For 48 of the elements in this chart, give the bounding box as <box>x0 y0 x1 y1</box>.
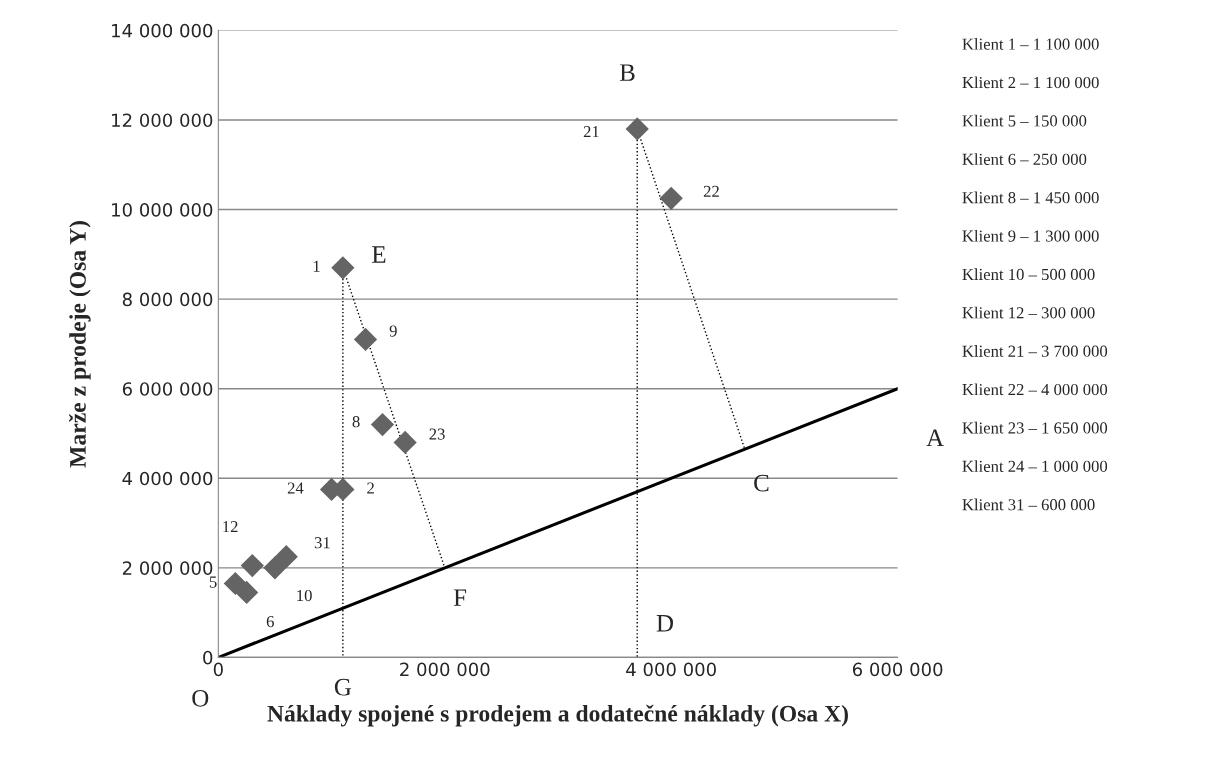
annotation: F <box>453 589 467 606</box>
x-tick-label: 6 000 000 <box>852 662 943 677</box>
text: Klient 2 – 1 100 000 <box>962 76 1099 89</box>
annotation: C <box>754 474 769 492</box>
y-axis-title: Marže z prodeje (Osa Y) <box>68 221 91 468</box>
annotation: E <box>372 246 386 263</box>
annotation: 9 <box>389 325 397 337</box>
annotation: 2 <box>367 482 374 494</box>
y-tick-label: 2 000 000 <box>122 561 213 575</box>
annotation: 23 <box>429 428 445 440</box>
annotation: 10 <box>297 589 312 602</box>
annotation: A <box>926 429 944 447</box>
annotation: B <box>619 64 635 81</box>
text: Klient 5 – 150 000 <box>962 114 1087 127</box>
x-tick-label: 0 <box>213 662 223 677</box>
text: Klient 10 – 500 000 <box>962 268 1095 281</box>
annotation: 21 <box>583 126 599 138</box>
x-axis-title: Náklady spojené s prodejem a dodatečné náklady (Osa X) <box>267 704 848 727</box>
y-tick-label: 14 000 000 <box>112 23 213 38</box>
text: Klient 23 – 1 650 000 <box>962 421 1108 434</box>
y-tick-label: 10 000 000 <box>112 203 213 217</box>
text: Klient 9 – 1 300 000 <box>962 229 1099 242</box>
annotation: 5 <box>209 576 217 588</box>
annotation: 12 <box>223 521 238 533</box>
annotation: 22 <box>703 185 719 197</box>
text: Klient 24 – 1 000 000 <box>962 460 1108 472</box>
text: Klient 12 – 300 000 <box>962 306 1095 319</box>
text: Klient 22 – 4 000 000 <box>962 383 1108 396</box>
annotation: 31 <box>314 537 330 549</box>
y-tick-label: 8 000 000 <box>122 292 213 307</box>
annotation: 24 <box>287 482 304 494</box>
y-tick-label: 12 000 000 <box>112 113 213 128</box>
text: Klient 8 – 1 450 000 <box>962 191 1099 204</box>
y-tick-label: 6 000 000 <box>122 382 213 396</box>
annotation: O <box>192 689 209 707</box>
text: Klient 6 – 250 000 <box>962 153 1087 165</box>
text: Klient 1 – 1 100 000 <box>962 38 1099 50</box>
text: Klient 31 – 600 000 <box>962 498 1095 511</box>
y-tick-label: 4 000 000 <box>122 471 213 486</box>
text: Klient 21 – 3 700 000 <box>962 345 1108 357</box>
x-tick-label: 2 000 000 <box>400 662 490 677</box>
x-tick-label: 4 000 000 <box>626 662 716 677</box>
annotation: 8 <box>352 416 360 428</box>
y-tick-label: 0 <box>203 650 213 665</box>
annotation: 6 <box>266 615 274 628</box>
annotation: G <box>334 678 352 696</box>
annotation: 1 <box>313 260 320 272</box>
annotation: D <box>656 615 674 632</box>
